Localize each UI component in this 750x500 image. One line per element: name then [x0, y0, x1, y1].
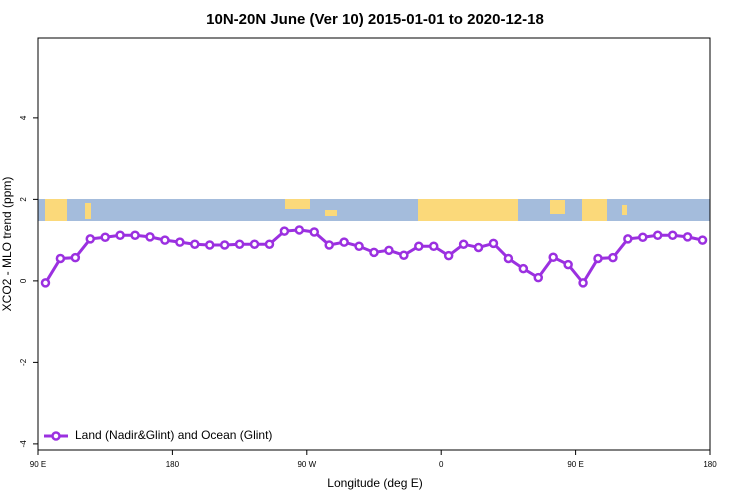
point: [264, 239, 275, 249]
point: [473, 242, 484, 253]
point: [593, 253, 603, 264]
point: [578, 278, 588, 288]
x-tick-label: 180: [166, 460, 180, 469]
legend-label: Land (Nadir&Glint) and Ocean (Glint): [75, 428, 272, 442]
chart-title: 10N-20N June (Ver 10) 2015-01-01 to 2020…: [206, 11, 544, 28]
point: [533, 272, 544, 283]
point: [130, 230, 140, 240]
point: [563, 259, 573, 270]
point: [384, 245, 394, 256]
point: [204, 240, 215, 250]
legend-marker: [51, 431, 61, 441]
point: [488, 238, 499, 249]
point: [682, 232, 693, 242]
x-tick-label: 90 E: [567, 460, 583, 469]
x-tick-label: 180: [703, 460, 717, 469]
point: [324, 240, 334, 250]
x-tick-label: 90 E: [30, 460, 46, 469]
point: [428, 241, 439, 251]
point: [369, 247, 379, 258]
point: [70, 252, 81, 263]
point: [623, 234, 633, 244]
point: [294, 225, 305, 235]
x-tick-label: 90 W: [297, 460, 316, 469]
point: [249, 239, 260, 249]
point: [175, 237, 185, 247]
y-tick-label: 0: [19, 278, 28, 283]
map-band: [38, 199, 710, 221]
point: [219, 240, 230, 250]
y-axis-label: XCO2 - MLO trend (ppm): [0, 177, 14, 312]
point: [85, 234, 96, 244]
y-tick-label: -2: [19, 358, 28, 366]
x-tick-label: 0: [439, 460, 444, 469]
point: [667, 230, 678, 240]
point: [548, 252, 558, 262]
point: [608, 252, 618, 263]
point: [443, 250, 454, 261]
point: [652, 230, 663, 240]
x-axis-label: Longitude (deg E): [327, 476, 422, 490]
point: [458, 239, 469, 249]
point: [399, 250, 409, 260]
point: [354, 241, 364, 251]
point: [40, 278, 51, 288]
point: [145, 232, 155, 242]
point: [309, 227, 320, 237]
point: [160, 235, 170, 245]
point: [339, 237, 349, 247]
y-tick-label: 4: [19, 115, 28, 120]
point: [190, 239, 200, 249]
point: [115, 230, 125, 240]
point: [503, 253, 514, 264]
point: [234, 239, 245, 249]
y-tick-label: -4: [19, 440, 28, 448]
plot-frame: [37, 37, 711, 451]
point: [518, 263, 529, 274]
y-tick-label: 2: [19, 197, 28, 202]
point: [55, 253, 66, 264]
point: [100, 232, 110, 243]
point: [414, 241, 424, 251]
point: [279, 226, 290, 236]
point: [638, 232, 648, 243]
point: [697, 235, 708, 245]
